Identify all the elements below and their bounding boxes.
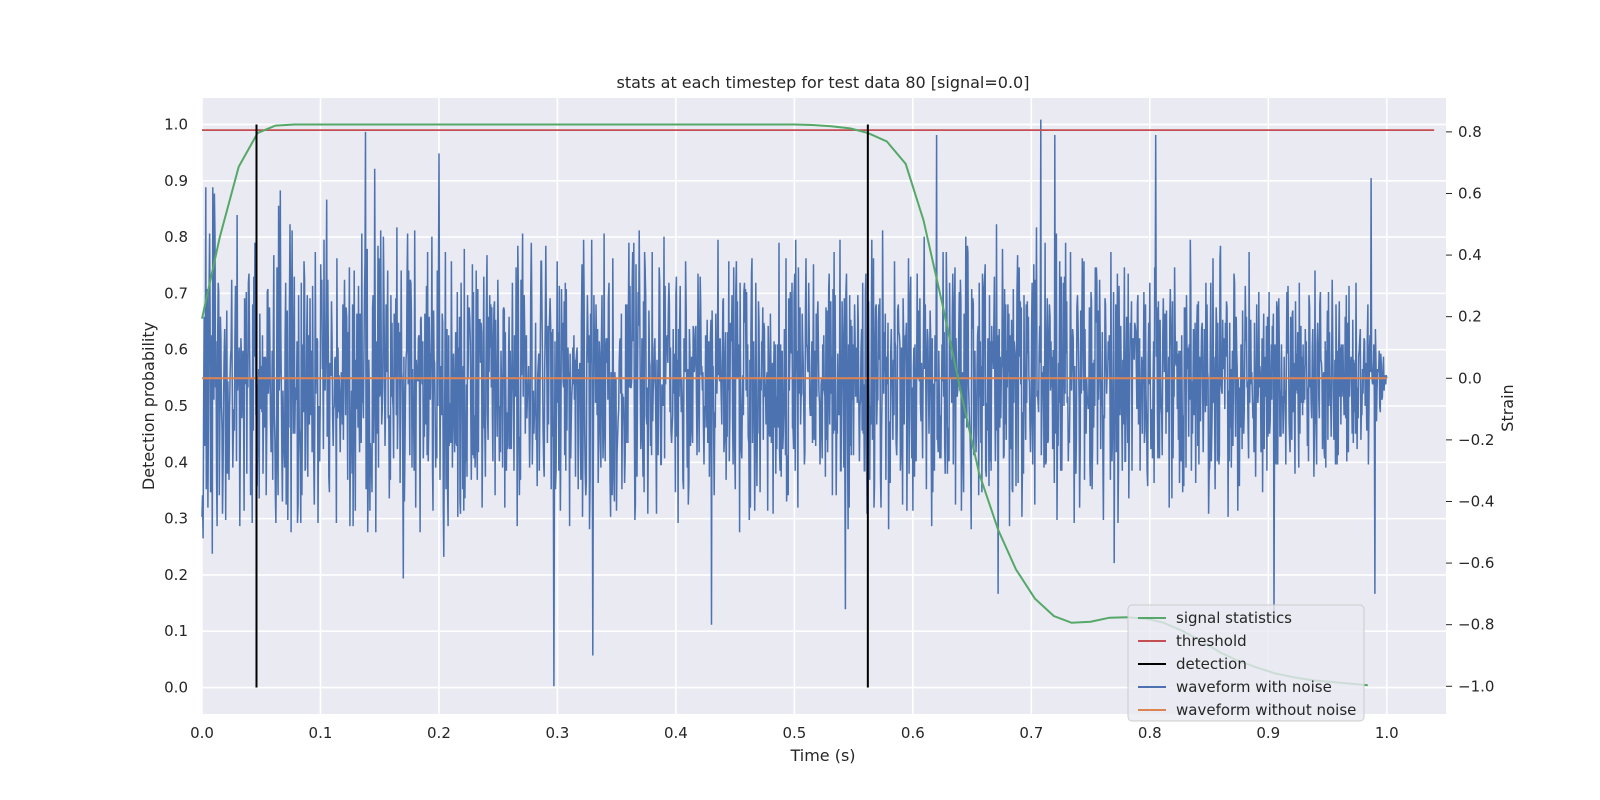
y-axis-left-label: Detection probability bbox=[139, 322, 158, 490]
x-tick-label: 0.7 bbox=[1019, 724, 1043, 742]
y-axis-right: −1.0 −0.8 −0.6 −0.4 −0.2 0.0 0.2 0.4 0.6 0.8 bbox=[1446, 123, 1494, 695]
y-left-tick-label: 0.2 bbox=[164, 566, 188, 584]
y-left-tick-label: 0.8 bbox=[164, 228, 188, 246]
y-axis-right-label: Strain bbox=[1498, 384, 1517, 431]
x-tick-label: 0.4 bbox=[664, 724, 688, 742]
x-axis: 0.0 0.1 0.2 0.3 0.4 0.5 0.6 0.7 0.8 0.9 1.0 bbox=[190, 724, 1399, 742]
y-left-tick-label: 0.1 bbox=[164, 622, 188, 640]
legend-label: detection bbox=[1176, 655, 1247, 673]
y-left-tick-label: 0.9 bbox=[164, 172, 188, 190]
y-right-tick-label: −0.2 bbox=[1458, 431, 1494, 449]
y-left-tick-label: 0.0 bbox=[164, 679, 188, 697]
legend-label: threshold bbox=[1176, 632, 1247, 650]
chart-title: stats at each timestep for test data 80 … bbox=[617, 73, 1030, 92]
y-right-tick-label: 0.4 bbox=[1458, 246, 1482, 264]
y-right-tick-label: −0.8 bbox=[1458, 616, 1494, 634]
y-left-tick-label: 0.3 bbox=[164, 510, 188, 528]
y-right-tick-label: 0.2 bbox=[1458, 308, 1482, 326]
legend-label: waveform with noise bbox=[1176, 678, 1332, 696]
x-tick-label: 0.2 bbox=[427, 724, 451, 742]
x-axis-label: Time (s) bbox=[789, 746, 855, 765]
y-left-tick-label: 0.5 bbox=[164, 397, 188, 415]
y-right-tick-label: 0.6 bbox=[1458, 184, 1482, 202]
y-right-tick-label: 0.8 bbox=[1458, 123, 1482, 141]
x-tick-label: 0.3 bbox=[545, 724, 569, 742]
x-tick-label: 0.9 bbox=[1256, 724, 1280, 742]
y-left-tick-label: 0.7 bbox=[164, 284, 188, 302]
legend-label: signal statistics bbox=[1176, 609, 1292, 627]
y-right-tick-label: −0.4 bbox=[1458, 492, 1494, 510]
legend: signal statistics threshold detection wavef… bbox=[1127, 604, 1365, 722]
y-right-tick-label: −1.0 bbox=[1458, 677, 1494, 695]
y-right-tick-label: −0.6 bbox=[1458, 554, 1494, 572]
y-left-tick-label: 1.0 bbox=[164, 115, 188, 133]
x-tick-label: 0.6 bbox=[901, 724, 925, 742]
x-tick-label: 0.5 bbox=[782, 724, 806, 742]
y-right-tick-label: 0.0 bbox=[1458, 369, 1482, 387]
x-tick-label: 0.8 bbox=[1138, 724, 1162, 742]
x-tick-label: 0.0 bbox=[190, 724, 214, 742]
y-left-tick-label: 0.4 bbox=[164, 453, 188, 471]
legend-label: waveform without noise bbox=[1176, 701, 1356, 719]
y-left-tick-label: 0.6 bbox=[164, 341, 188, 359]
y-axis-left: 0.0 0.1 0.2 0.3 0.4 0.5 0.6 0.7 0.8 0.9 1.0 bbox=[164, 115, 188, 696]
x-tick-label: 1.0 bbox=[1375, 724, 1399, 742]
legend-box bbox=[1127, 604, 1365, 722]
series-waveform-with-noise bbox=[201, 119, 1388, 687]
x-tick-label: 0.1 bbox=[309, 724, 333, 742]
